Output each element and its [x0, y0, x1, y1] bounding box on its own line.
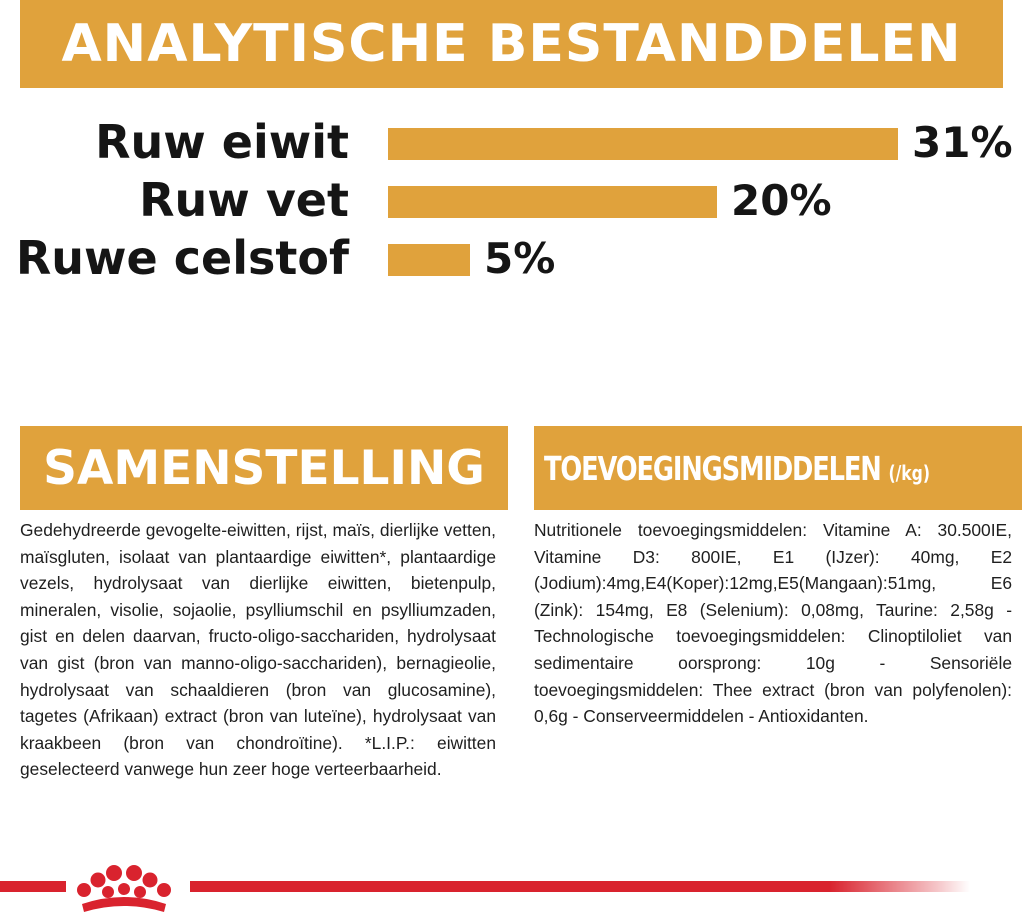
composition-text: Gedehydreerde gevogelte-eiwitten, rijst,… [20, 520, 496, 780]
additives-heading-wrap: TOEVOEGINGSMIDDELEN (/kg) [544, 452, 930, 485]
bar-value-label: 31% [912, 118, 1013, 167]
additives-text: Nutritionele toevoegingsmiddelen: Vitami… [534, 520, 1012, 727]
additives-heading-unit: (/kg) [888, 460, 930, 485]
bar-value-label: 5% [484, 234, 556, 283]
page-title: ANALYTISCHE BESTANDDELEN [61, 14, 962, 74]
royal-canin-crown-icon [77, 865, 171, 912]
composition-header: SAMENSTELLING [20, 426, 508, 510]
footer [0, 858, 1024, 921]
footer-red-line-left [0, 881, 66, 892]
composition-heading: SAMENSTELLING [43, 440, 485, 496]
bar-label: Ruw eiwit [95, 115, 349, 169]
footer-red-line [190, 881, 970, 892]
additives-heading: TOEVOEGINGSMIDDELEN [544, 448, 882, 488]
bar [388, 244, 470, 276]
analysis-bar-chart: Ruw eiwit 31% Ruw vet 20% Ruwe celstof 5% [0, 110, 1024, 310]
bar-label: Ruwe celstof [15, 231, 349, 285]
bar-value-label: 20% [731, 176, 832, 225]
bar [388, 128, 898, 160]
bar-label: Ruw vet [139, 173, 349, 227]
additives-header: TOEVOEGINGSMIDDELEN (/kg) [534, 426, 1022, 510]
bar [388, 186, 717, 218]
title-banner: ANALYTISCHE BESTANDDELEN [20, 0, 1003, 88]
